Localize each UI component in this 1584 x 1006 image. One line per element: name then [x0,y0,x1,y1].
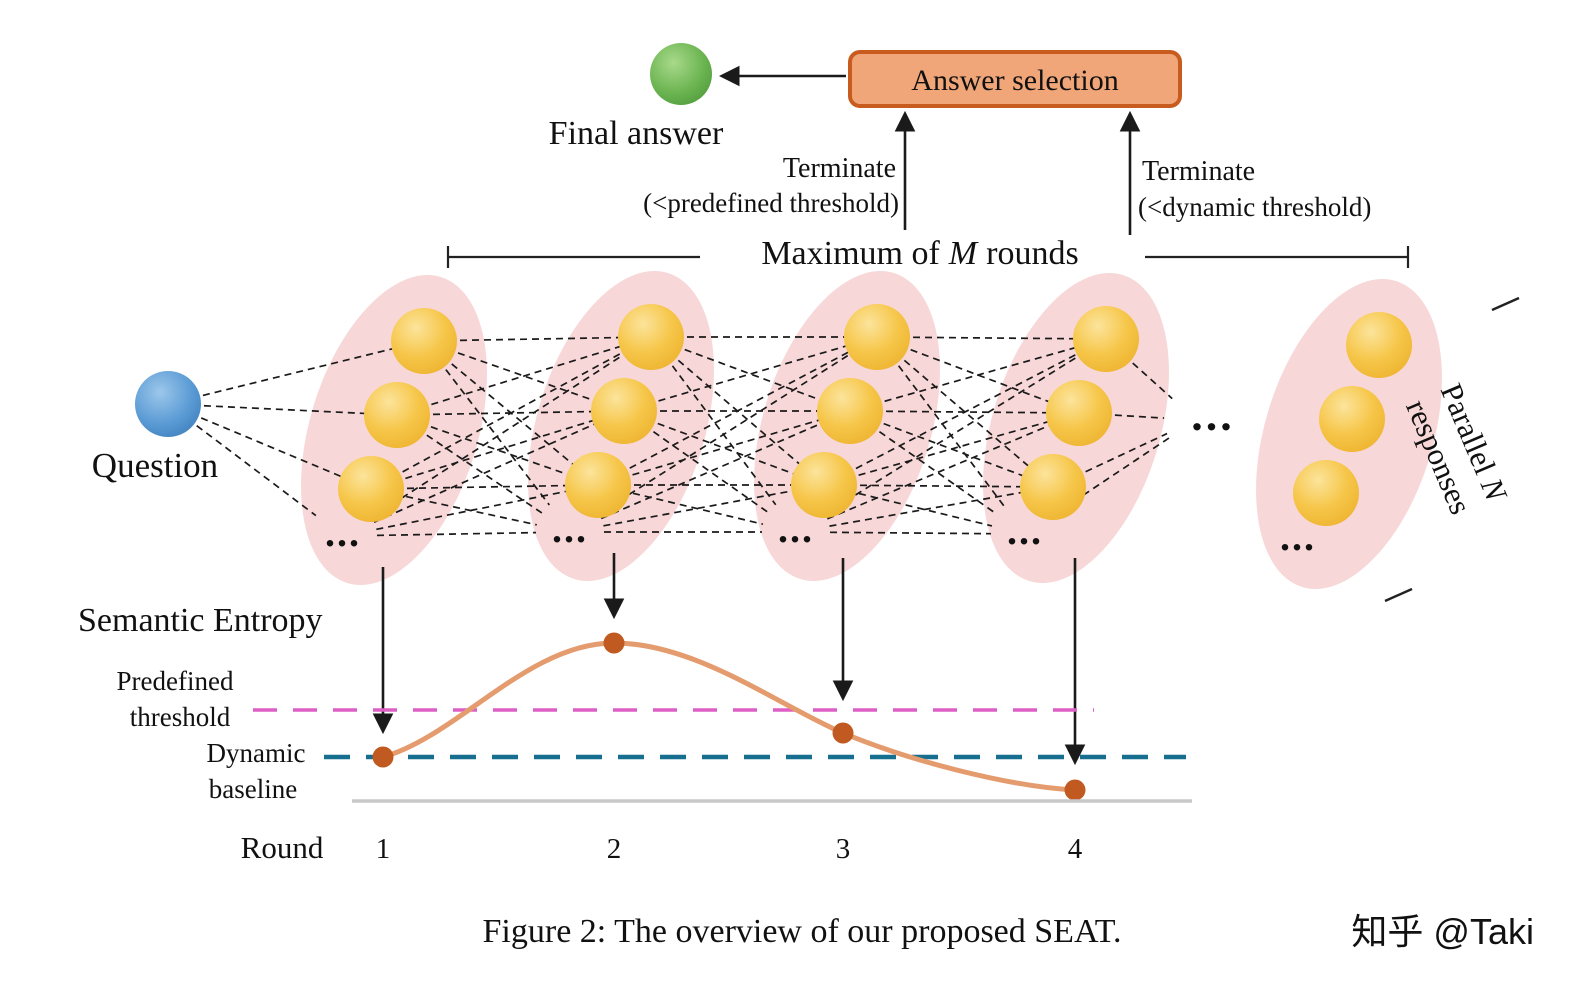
round-axis-label: Round [241,830,324,865]
connection-line [876,336,1054,488]
terminate-dynamic-line2: (<dynamic threshold) [1138,192,1371,222]
watermark: 知乎 @Taki [1351,911,1534,952]
group-ellipsis: ... [1007,508,1043,553]
connection-line [829,531,992,535]
connection-line [597,410,851,486]
connection-line [823,484,1054,488]
response-node [391,308,457,374]
connection-line [849,338,1107,412]
group-ellipsis: ... [552,506,588,551]
connection-line [603,484,825,527]
connection-line [823,412,1080,486]
dynamic-baseline-label-line1: Dynamic [207,738,306,768]
response-node [1319,386,1385,452]
response-node [591,378,657,444]
connection-line [823,338,1107,486]
response-node [618,304,684,370]
response-node [1020,454,1086,520]
terminate-predefined-line2: (<predefined threshold) [643,188,899,218]
entropy-point-2 [603,632,625,654]
connection-line [827,412,1080,520]
predefined-threshold-label-line2: threshold [130,702,231,732]
connection-line [650,336,777,506]
connection-line [423,340,551,506]
predefined-threshold-label-line1: Predefined [117,666,234,696]
connection-line [376,531,537,537]
final-answer-label: Final answer [549,115,724,152]
round-tick-4: 4 [1068,833,1083,865]
connection-line [829,486,1054,527]
connection-line [396,336,652,416]
answer-selection-box [848,50,1182,108]
terminate-predefined-line1: Terminate [783,153,896,184]
connection-line [167,340,425,405]
parallel-bracket-bottom-tick [1384,587,1413,603]
connection-line [623,336,878,412]
connection-line [1052,432,1168,488]
between-groups-ellipsis: ... [1191,389,1235,440]
connection-line [598,336,878,515]
response-node [1346,312,1412,378]
dynamic-baseline-label-line2: baseline [209,774,297,804]
semantic-entropy-label: Semantic Entropy [78,602,323,639]
response-node [1046,380,1112,446]
final-answer-node [650,43,712,105]
response-node [791,452,857,518]
answer-selection-label: Answer selection [911,64,1118,97]
group-ellipsis: ... [1280,514,1316,559]
group-ellipsis: ... [325,510,361,555]
connection-line [373,410,625,523]
connection-line [370,410,625,490]
round-tick-2: 2 [607,833,622,865]
response-node [364,382,430,448]
response-node [1293,460,1359,526]
connection-line [167,403,398,416]
response-node [817,378,883,444]
entropy-curve [380,640,1078,793]
question-node [135,371,201,437]
response-node [565,452,631,518]
connection-line [597,336,878,486]
connection-line [423,336,652,342]
connection-line [167,403,372,490]
entropy-point-1 [372,746,394,768]
terminate-dynamic-line1: Terminate [1142,156,1255,187]
response-node [844,304,910,370]
connection-line [370,336,652,490]
round-tick-3: 3 [836,833,851,865]
connection-line [370,484,599,490]
entropy-point-4 [1064,779,1086,801]
figure-caption: Figure 2: The overview of our proposed S… [483,913,1122,950]
connection-line [371,336,652,519]
response-node [338,456,404,522]
parallel-bracket-top-tick [1491,296,1520,312]
connection-line [600,410,851,520]
group-ellipsis: ... [778,506,814,551]
connection-line [376,484,599,531]
response-nodes-layer: ............... [325,304,1412,559]
question-label: Question [92,446,218,485]
response-node [1073,306,1139,372]
connection-line [876,336,1107,340]
entropy-point-3 [832,722,854,744]
round-tick-1: 1 [376,833,391,865]
